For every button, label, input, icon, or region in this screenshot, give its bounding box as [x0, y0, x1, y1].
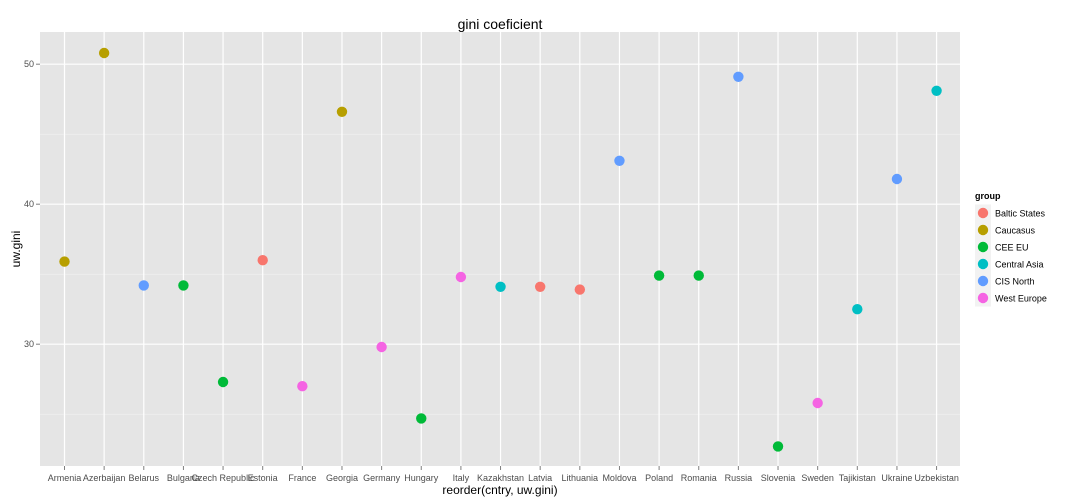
data-point	[495, 281, 506, 292]
x-tick-label: Kazakhstan	[477, 473, 524, 483]
data-points	[59, 47, 942, 452]
data-point	[891, 173, 903, 185]
y-tick-label: 30	[24, 339, 34, 349]
legend-swatch	[977, 292, 989, 304]
x-tick-label: Bulgaria	[167, 473, 200, 483]
x-axis-title: reorder(cntry, uw.gini)	[442, 483, 557, 497]
x-tick-label: Germany	[363, 473, 401, 483]
legend-swatch	[977, 275, 989, 287]
y-axis-ticks: 30 40 50	[24, 59, 40, 349]
data-point	[574, 284, 586, 295]
legend-label: CIS North	[995, 277, 1035, 287]
data-point	[852, 304, 863, 315]
x-tick-label: Lithuania	[562, 473, 599, 483]
data-point	[772, 441, 784, 452]
chart-title: gini coeficient	[458, 16, 543, 32]
data-point	[812, 397, 823, 409]
data-point	[376, 341, 387, 353]
data-point	[336, 106, 348, 118]
x-tick-label: Belarus	[129, 473, 160, 483]
legend-swatch	[977, 241, 989, 253]
legend-swatch	[977, 207, 989, 219]
data-point	[297, 381, 308, 392]
x-tick-label: Slovenia	[761, 473, 796, 483]
x-tick-label: Russia	[725, 473, 753, 483]
x-tick-label: Georgia	[326, 473, 358, 483]
x-tick-label: Czech Republic	[192, 473, 256, 483]
legend-swatch	[977, 258, 989, 270]
data-point	[931, 85, 942, 97]
data-point	[733, 71, 744, 83]
x-tick-label: Moldova	[602, 473, 636, 483]
data-point	[614, 155, 625, 166]
x-tick-label: Armenia	[48, 473, 82, 483]
x-tick-label: France	[288, 473, 316, 483]
legend-label: Baltic States	[995, 209, 1046, 219]
data-point	[98, 47, 110, 59]
y-tick-label: 40	[24, 199, 34, 209]
legend-label: West Europe	[995, 294, 1047, 304]
data-point	[217, 376, 229, 388]
data-point	[178, 280, 189, 291]
x-tick-label: Tajikistan	[839, 473, 876, 483]
legend-label: Central Asia	[995, 260, 1044, 270]
major-gridlines	[40, 32, 960, 466]
data-point	[693, 270, 704, 281]
x-tick-label: Ukraine	[881, 473, 912, 483]
x-tick-label: Azerbaijan	[83, 473, 126, 483]
x-tick-label: Sweden	[801, 473, 834, 483]
data-point	[257, 255, 268, 266]
legend-label: CEE EU	[995, 243, 1029, 253]
legend-title: group	[975, 191, 1001, 201]
legend-swatch	[977, 224, 989, 236]
data-point	[455, 271, 467, 283]
data-point	[138, 280, 149, 291]
x-tick-label: Uzbekistan	[914, 473, 959, 483]
data-point	[416, 413, 427, 424]
x-tick-label: Estonia	[248, 473, 278, 483]
legend: group Baltic States Caucasus CEE EU Central…	[975, 191, 1047, 307]
x-tick-label: Italy	[453, 473, 470, 483]
y-axis-title: uw.gini	[9, 231, 23, 268]
data-point	[59, 256, 70, 267]
x-tick-label: Latvia	[528, 473, 552, 483]
x-tick-label: Romania	[681, 473, 717, 483]
x-tick-label: Hungary	[404, 473, 439, 483]
data-point	[534, 281, 546, 292]
legend-label: Caucasus	[995, 226, 1036, 236]
data-point	[653, 270, 665, 281]
x-tick-label: Poland	[645, 473, 673, 483]
y-tick-label: 50	[24, 59, 34, 69]
